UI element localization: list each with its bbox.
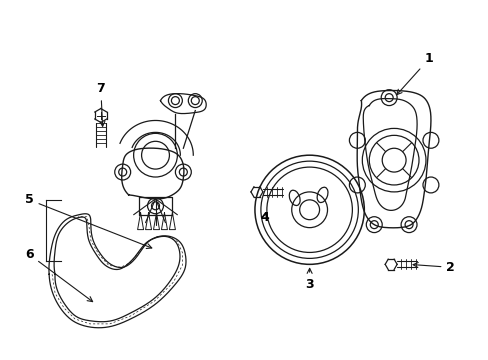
Text: 5: 5 <box>25 193 151 248</box>
Text: 7: 7 <box>96 82 105 126</box>
Text: 6: 6 <box>25 248 92 302</box>
Text: 4: 4 <box>260 211 269 224</box>
Text: 1: 1 <box>396 53 432 95</box>
Text: 3: 3 <box>305 268 313 291</box>
Text: 2: 2 <box>412 261 454 274</box>
